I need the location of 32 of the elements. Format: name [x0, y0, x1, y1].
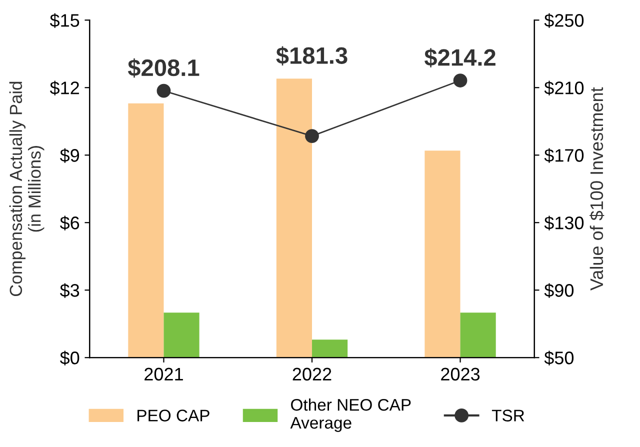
- x-tick-label: 2021: [144, 368, 183, 381]
- y2-tick-label: $50: [544, 350, 574, 366]
- x-tick-label: 2022: [292, 368, 332, 381]
- data-label: $208.1: [128, 58, 200, 78]
- legend-label: Other NEO CAP Average: [290, 398, 411, 432]
- bar: [128, 103, 164, 358]
- point: [453, 74, 468, 88]
- y-tick-label: $12: [50, 80, 79, 96]
- y2-axis-title: Value of $100 Investment: [590, 87, 604, 290]
- bar: [164, 312, 200, 358]
- y2-tick-label: $130: [544, 216, 584, 230]
- data-label: $214.2: [424, 48, 496, 68]
- y2-tick-label: $210: [544, 80, 584, 96]
- x-tick-label: 2023: [441, 368, 480, 381]
- data-label: $181.3: [276, 46, 348, 66]
- y-tick-label: $6: [60, 216, 80, 230]
- y-tick-label: $9: [60, 148, 80, 163]
- y-tick-label: $15: [50, 13, 80, 28]
- point: [156, 84, 171, 98]
- bar: [424, 150, 460, 358]
- y2-tick-label: $250: [544, 13, 584, 28]
- bar: [460, 312, 496, 358]
- point: [305, 129, 319, 143]
- y2-tick-label: $90: [544, 283, 574, 298]
- y-tick-label: $0: [60, 350, 80, 366]
- legend-label: PEO CAP: [138, 410, 210, 422]
- y-axis-title: Compensation Actually Paid (in Millions): [9, 82, 44, 296]
- legend-label: TSR: [492, 410, 524, 422]
- y-tick-label: $3: [60, 283, 80, 298]
- bar: [312, 340, 348, 358]
- y2-tick-label: $170: [544, 148, 584, 163]
- bar: [276, 78, 312, 358]
